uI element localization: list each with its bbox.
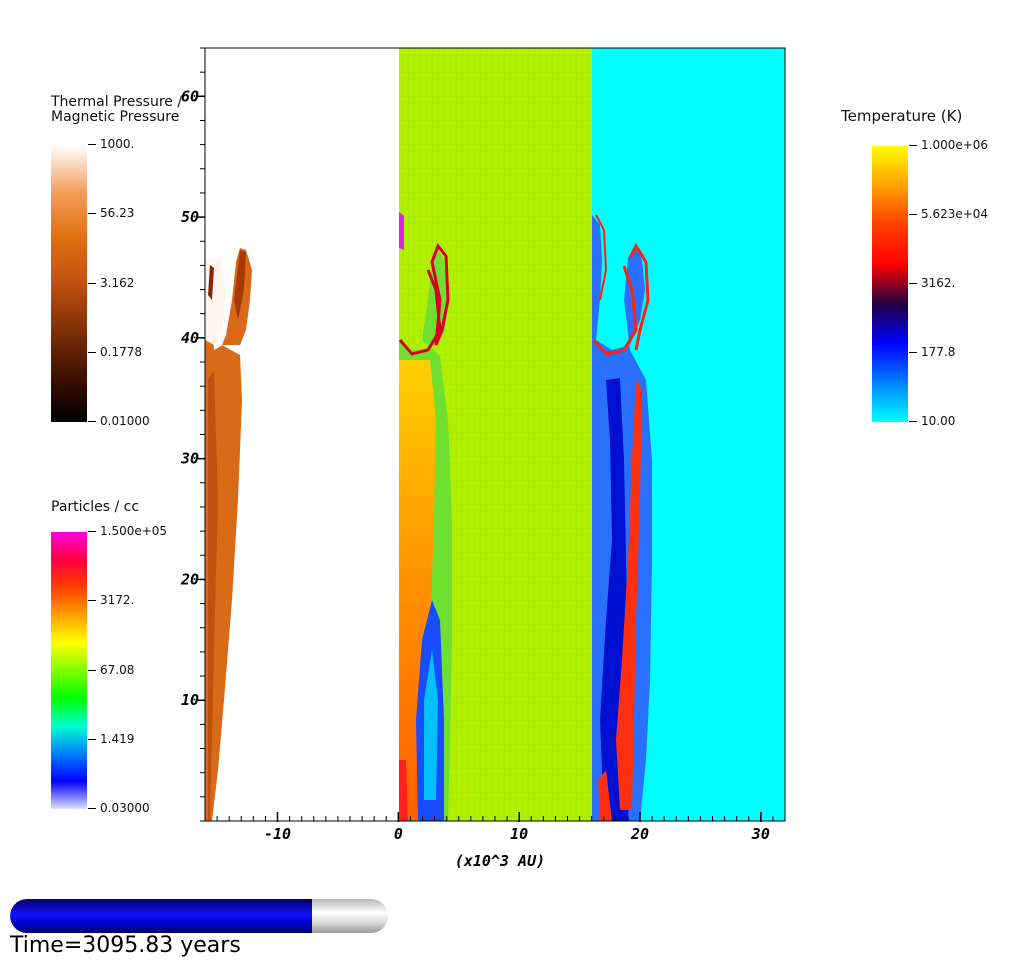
time-label: Time=3095.83 years [10, 933, 241, 958]
colorbar-tick-label: 0.03000 [88, 801, 150, 815]
colorbar-tick-label: 1.000e+06 [908, 138, 989, 152]
colorbar-tick-label: 10.00 [908, 414, 956, 428]
x-tick-label: 30 [751, 825, 770, 843]
colorbar-tick-label: 1.419 [87, 731, 135, 746]
y-tick-label: 50 [181, 208, 199, 226]
x-tick-label: 10 [510, 825, 528, 843]
time-progress-bar [10, 899, 388, 933]
pressure-jet [205, 248, 252, 821]
colorbar-tick-label: 3172. [87, 593, 135, 608]
temperature-jet [592, 214, 652, 821]
temperature-colorbar-title: Temperature (K) [841, 107, 963, 125]
y-axis: 10 20 30 40 50 60 [180, 87, 205, 709]
density-colorbar-title: Particles / cc [51, 499, 140, 515]
x-tick-label: -10 [264, 825, 291, 843]
y-tick-label: 60 [181, 87, 199, 105]
time-progress-fill [10, 899, 313, 933]
pressure-colorbar-title: Thermal Pressure / Magnetic Pressure [51, 95, 182, 125]
colorbar-tick-label: 56.23 [87, 206, 135, 221]
pressure-colorbar [51, 145, 87, 422]
density-jet [398, 212, 452, 821]
x-tick-label: 20 [630, 825, 649, 843]
y-tick-label: 40 [181, 329, 199, 347]
colorbar-tick-label: 0.01000 [88, 414, 150, 428]
x-axis-minor-ticks [204, 816, 786, 821]
pressure-title-line1: Thermal Pressure / [51, 94, 183, 110]
colorbar-tick-label: 1.500e+05 [87, 524, 168, 538]
colorbar-tick-label: 3.162 [87, 275, 135, 290]
colorbar-tick-label: 3162. [908, 276, 956, 290]
y-tick-label: 30 [180, 450, 199, 468]
temperature-colorbar [872, 146, 908, 422]
colorbar-tick-label: 1000. [87, 137, 135, 151]
colorbar-tick-label: 0.1778 [88, 344, 142, 359]
density-colorbar [51, 532, 87, 809]
pressure-title-line2: Magnetic Pressure [51, 109, 180, 125]
y-tick-label: 10 [181, 691, 199, 709]
colorbar-tick-label: 67.08 [87, 662, 135, 677]
y-tick-label: 20 [180, 570, 199, 588]
x-axis: -10 0 10 20 30 [264, 812, 770, 843]
x-tick-label: 0 [394, 825, 403, 843]
x-axis-label: (x10^3 AU) [455, 852, 545, 870]
colorbar-tick-label: 177.8 [908, 345, 956, 359]
y-axis-minor-ticks [200, 47, 205, 822]
colorbar-tick-label: 5.623e+04 [908, 207, 989, 221]
